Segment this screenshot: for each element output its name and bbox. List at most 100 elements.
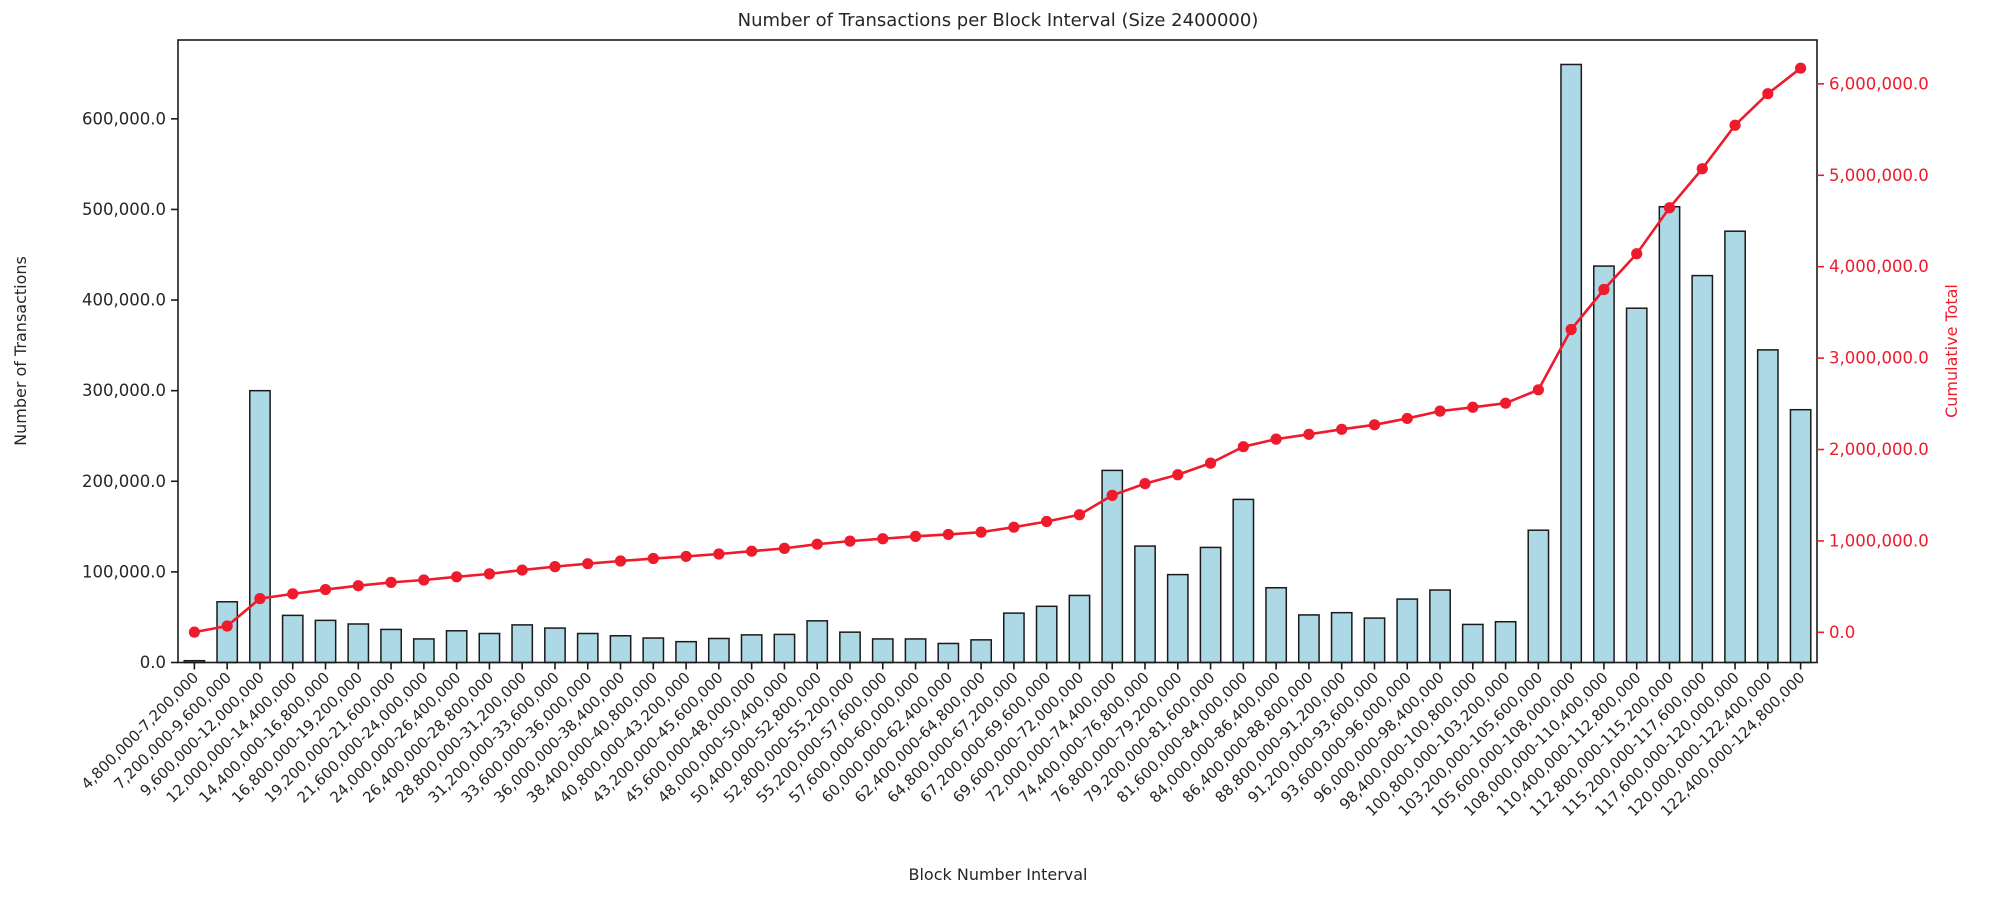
bar-48 [1756,349,1779,664]
bar-36 [1363,617,1386,664]
bar-24 [970,639,993,664]
cumulative-point-4 [319,584,332,596]
right-axis-title: Cumulative Total [1942,284,1961,418]
bar-49 [1789,408,1812,664]
y-right-tick-label: 1,000,000.0 [1829,531,1929,550]
cumulative-point-43 [1598,283,1610,296]
cumulative-line-layer [188,62,1807,638]
bar-33 [1265,586,1288,664]
bar-6 [380,628,402,664]
x-axis-title: Block Number Interval [909,865,1088,884]
cumulative-point-38 [1434,405,1446,417]
bar-15 [675,640,698,664]
plot-spines [177,39,1818,664]
bar-34 [1297,614,1320,664]
bar-21 [871,638,894,664]
cumulative-point-9 [483,568,496,580]
cumulative-point-3 [287,588,299,600]
bar-26 [1035,605,1058,664]
cumulative-point-22 [909,530,922,542]
cumulative-point-21 [877,533,889,545]
bar-2 [249,389,271,664]
bar-12 [576,632,599,664]
bar-30 [1166,573,1189,664]
cumulative-point-26 [1041,515,1053,528]
cumulative-point-24 [975,526,987,538]
cumulative-point-29 [1139,478,1151,490]
cumulative-point-47 [1729,119,1741,131]
y-left-tick-label: 400,000.0 [82,291,166,310]
bar-10 [511,624,534,664]
y-right-tick-label: 2,000,000.0 [1829,440,1929,459]
cumulative-point-30 [1172,469,1184,481]
cumulative-point-13 [614,555,627,567]
cumulative-point-1 [221,620,233,632]
y-left-tick-label: 300,000.0 [82,381,166,400]
bar-4 [314,619,337,664]
bar-42 [1560,63,1583,664]
cumulative-point-34 [1303,428,1315,440]
cumulative-point-48 [1762,88,1774,100]
cumulative-point-16 [713,548,725,560]
y-right-tick-label: 5,000,000.0 [1829,166,1929,185]
bar-18 [773,633,796,664]
y-right-tick-label: 3,000,000.0 [1829,349,1929,368]
y-left-tick-label: 100,000.0 [82,562,166,581]
cumulative-point-36 [1368,419,1381,431]
bar-14 [642,637,665,664]
bar-1 [216,601,239,664]
cumulative-point-42 [1565,323,1577,336]
chart-title: Number of Transactions per Block Interva… [738,10,1259,31]
bar-19 [806,620,829,664]
bar-47 [1724,230,1746,664]
y-left-tick-label: 600,000.0 [82,109,166,128]
bar-7 [412,638,435,664]
bar-45 [1658,205,1681,664]
bar-43 [1593,265,1615,664]
bar-37 [1396,598,1419,664]
cumulative-point-6 [385,576,397,588]
bar-40 [1494,620,1517,664]
bar-38 [1429,589,1451,664]
cumulative-point-7 [418,574,430,586]
cumulative-point-31 [1204,457,1217,469]
cumulative-point-8 [451,571,463,583]
bar-31 [1199,546,1222,664]
cumulative-point-5 [352,580,364,592]
bar-13 [609,635,632,664]
cumulative-point-27 [1073,509,1086,521]
cumulative-point-0 [188,626,200,638]
y-left-tick-label: 0.0 [140,653,166,672]
y-right-tick-label: 0.0 [1829,623,1855,642]
cumulative-point-40 [1499,397,1512,409]
bar-23 [937,642,960,664]
y-right-tick-label: 4,000,000.0 [1829,257,1929,276]
bar-16 [707,637,730,664]
cumulative-point-11 [549,561,561,573]
bar-46 [1691,274,1714,664]
bar-22 [904,638,927,664]
cumulative-point-10 [516,564,528,576]
bar-11 [544,627,566,664]
cumulative-point-2 [254,593,266,605]
cumulative-point-39 [1467,401,1479,413]
cumulative-point-33 [1270,433,1282,445]
left-axis-title: Number of Transactions [11,256,30,446]
bar-41 [1527,529,1550,664]
cumulative-point-14 [647,552,659,565]
bar-17 [740,634,763,664]
y-left-tick-label: 200,000.0 [82,472,166,491]
bar-35 [1330,611,1353,664]
bar-20 [839,631,861,664]
cumulative-point-25 [1008,521,1020,533]
bar-27 [1068,594,1091,664]
bars-layer [183,63,1812,664]
cumulative-point-17 [746,545,758,557]
bar-29 [1134,545,1156,664]
bar-25 [1002,612,1025,664]
bar-44 [1625,307,1648,664]
axes-layer: 0.0 100,000.0 200,000.0 300,000.0 400,000.0 5… [78,39,1929,820]
cumulative-point-37 [1401,412,1413,425]
